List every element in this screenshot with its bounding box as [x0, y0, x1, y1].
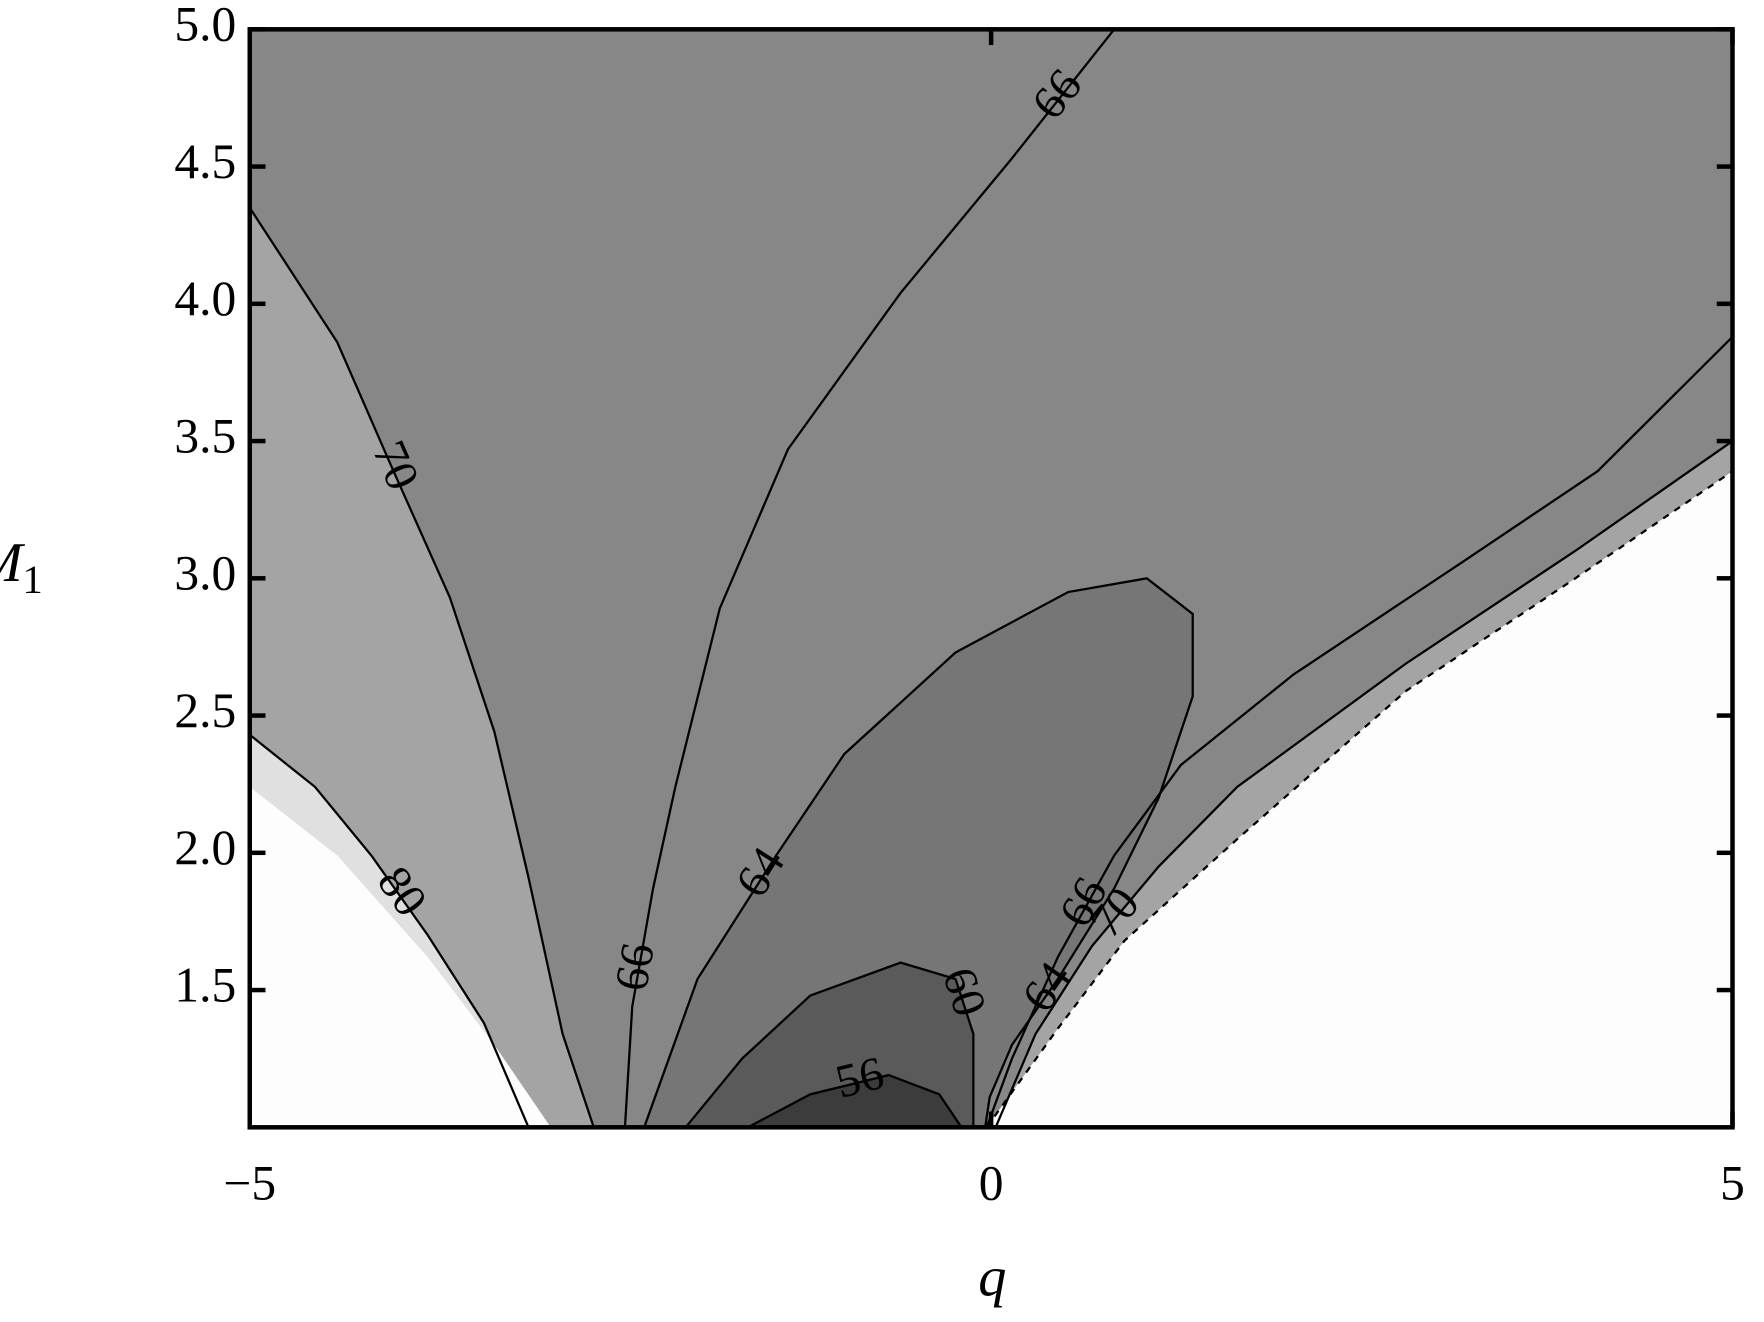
domain-boundary-fill [249, 786, 551, 1128]
domain-boundary-fill [986, 471, 1733, 1128]
y-tick-label: 1.5 [174, 957, 236, 1012]
contour-line [684, 961, 975, 1129]
contour-line [985, 335, 1734, 1128]
y-axis-label: M1 [0, 532, 43, 602]
contour-fill [644, 578, 1193, 1128]
x-tick-label: 0 [979, 1155, 1004, 1210]
y-axis-label-main: M [0, 532, 26, 594]
y-tick-label: 2.0 [174, 820, 236, 875]
contour-line [747, 1073, 963, 1129]
y-tick-label: 4.0 [174, 271, 236, 326]
contour-line [994, 440, 1734, 1128]
y-axis-label-subscript: 1 [23, 557, 43, 602]
contour-fill [747, 1075, 962, 1128]
contour-line [249, 733, 530, 1128]
contour-line [248, 207, 595, 1128]
y-tick-label: 3.5 [174, 408, 236, 463]
x-tick-label: 5 [1720, 1155, 1745, 1210]
y-tick-label: 5.0 [174, 0, 236, 52]
y-tick-label: 3.0 [174, 546, 236, 601]
domain-boundary-line [985, 470, 1734, 1128]
contour-line [623, 28, 1116, 1128]
x-axis-label: q [978, 1246, 1006, 1308]
y-tick-label: 4.5 [174, 134, 236, 189]
y-tick-label: 2.5 [174, 683, 236, 738]
contour-label: 66 [605, 939, 664, 995]
x-tick-label: −5 [223, 1155, 276, 1210]
